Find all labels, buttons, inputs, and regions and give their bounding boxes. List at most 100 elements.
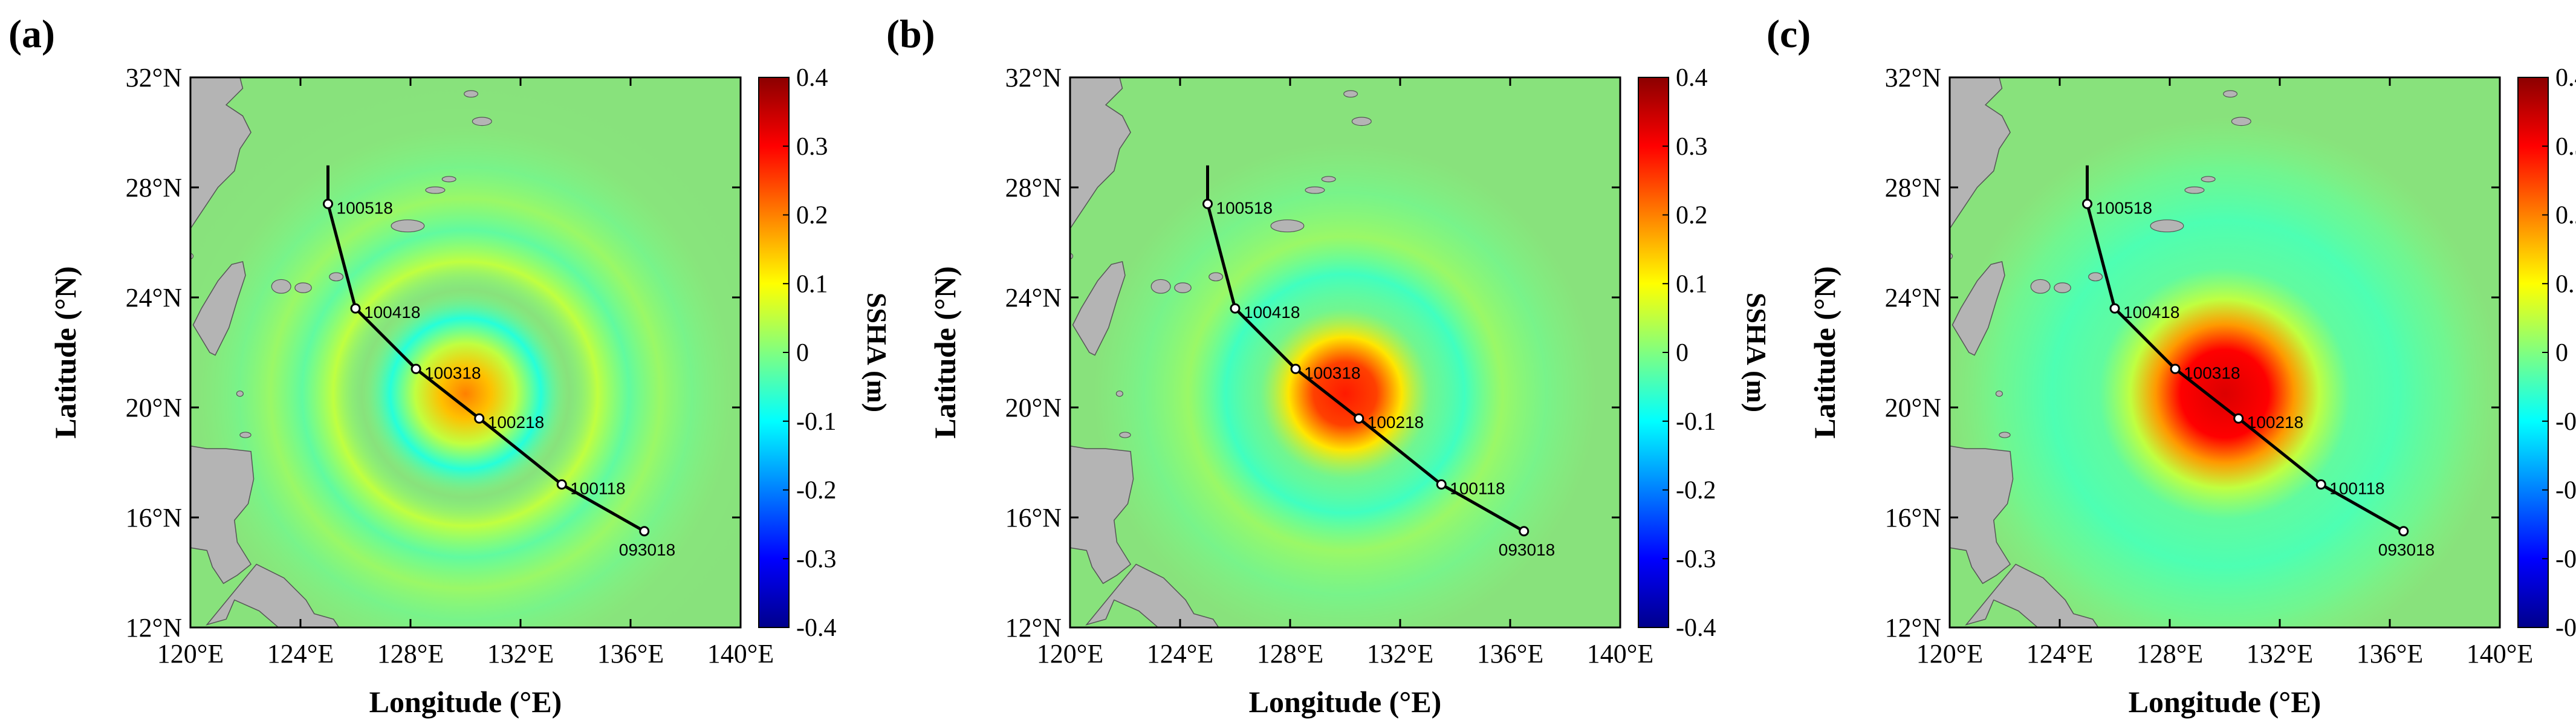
- track-time-label: 100218: [2247, 413, 2303, 432]
- x-tick-label: 124°E: [267, 639, 334, 669]
- y-tick-label: 24°N: [1885, 283, 1941, 313]
- x-tick-label: 120°E: [1037, 639, 1103, 669]
- x-tick-label: 132°E: [2247, 639, 2313, 669]
- track-point: [639, 526, 650, 537]
- ssha-anomaly: [1070, 79, 1620, 627]
- colorbar-tick-label: -0.1: [796, 408, 837, 436]
- colorbar-tick-label: 0.2: [2555, 202, 2576, 230]
- land-island: [2054, 282, 2071, 293]
- colorbar-tick-label: 0.2: [1676, 202, 1708, 230]
- land-visayas: [1085, 563, 1219, 627]
- land-island: [1351, 117, 1372, 126]
- land-island: [1995, 391, 2003, 397]
- y-axis-label: Latitude (°N): [928, 266, 962, 438]
- panel-c: (c)1005181004181003181002181001180930181…: [1767, 12, 2576, 719]
- colorbar-tick-label: 0.1: [796, 270, 828, 298]
- track-time-label: 100418: [364, 303, 420, 322]
- colorbar-tick-label: 0.4: [2555, 64, 2576, 92]
- land-island: [2201, 176, 2216, 183]
- track-point: [2315, 479, 2326, 490]
- track-point: [2170, 363, 2181, 374]
- colorbar-tick-label: 0.4: [1676, 64, 1708, 92]
- x-tick-label: 120°E: [157, 639, 224, 669]
- x-tick-label: 124°E: [1147, 639, 1213, 669]
- land-island: [1174, 282, 1192, 293]
- x-axis-label: Longitude (°E): [2129, 685, 2321, 719]
- y-tick-label: 20°N: [1005, 393, 1062, 423]
- land-island: [2231, 117, 2251, 126]
- land-visayas: [206, 563, 340, 627]
- colorbar-tick-label: -0.2: [796, 477, 837, 505]
- colorbar-tick-label: 0.1: [1676, 270, 1708, 298]
- map-frame: [1069, 76, 1621, 629]
- track-time-label: 100218: [1367, 413, 1424, 432]
- colorbar-tick-label: 0.3: [2555, 133, 2576, 161]
- y-tick-label: 28°N: [1005, 173, 1062, 203]
- x-tick-label: 140°E: [707, 639, 774, 669]
- colorbar-tick-label: 0: [1676, 339, 1689, 367]
- land-luzon: [1950, 445, 2014, 585]
- track-point: [2233, 413, 2244, 424]
- land-island: [1305, 186, 1325, 194]
- land-island: [1999, 432, 2011, 438]
- x-tick-label: 128°E: [377, 639, 444, 669]
- land-island: [294, 282, 312, 293]
- colorbar-tick-label: 0.2: [796, 202, 828, 230]
- track-point: [556, 479, 567, 490]
- track-point: [2109, 303, 2120, 314]
- track-time-label: 100418: [2123, 303, 2179, 322]
- land-island: [2088, 272, 2103, 282]
- track-time-label: 100118: [1450, 479, 1505, 498]
- y-tick-label: 24°N: [126, 283, 182, 313]
- land-island: [1119, 432, 1131, 438]
- land-island: [239, 432, 251, 438]
- map-frame: [1948, 76, 2501, 629]
- track-time-label: 093018: [619, 540, 675, 559]
- track-point: [350, 303, 361, 314]
- x-axis-label: Longitude (°E): [1249, 685, 1442, 719]
- land-island: [1150, 279, 1171, 294]
- track-time-label: 100518: [337, 198, 393, 217]
- colorbar-tick-label: -0.1: [1676, 408, 1716, 436]
- colorbar-tick-label: 0: [796, 339, 809, 367]
- colorbar-label: SSHA (m): [861, 293, 892, 412]
- y-tick-label: 16°N: [126, 503, 182, 533]
- x-tick-label: 128°E: [1257, 639, 1323, 669]
- track-point: [1436, 479, 1447, 490]
- track-point: [1202, 198, 1213, 209]
- x-tick-label: 136°E: [1477, 639, 1543, 669]
- y-tick-label: 12°N: [1885, 613, 1941, 643]
- colorbar-tick-label: -0.4: [2555, 614, 2576, 642]
- land-island: [2150, 219, 2184, 233]
- y-tick-label: 16°N: [1885, 503, 1941, 533]
- x-tick-label: 132°E: [1367, 639, 1433, 669]
- colorbar-tick-label: -0.1: [2555, 408, 2576, 436]
- colorbar-tick-label: 0.3: [1676, 133, 1708, 161]
- track-point: [323, 198, 333, 209]
- x-tick-label: 136°E: [2357, 639, 2423, 669]
- y-tick-label: 28°N: [1885, 173, 1941, 203]
- colorbar-tick-label: -0.4: [796, 614, 837, 642]
- land-china: [1950, 77, 2011, 230]
- colorbar-tick-label: 0.3: [796, 133, 828, 161]
- track-point: [1290, 363, 1301, 374]
- land-island: [1209, 272, 1224, 282]
- land-visayas: [1965, 563, 2099, 627]
- track-time-label: 093018: [1499, 540, 1555, 559]
- land-taiwan: [1951, 261, 2005, 356]
- land-island: [2030, 279, 2051, 294]
- ssha-map: 100518 100418 100318 100218 100118 093018: [1950, 77, 2500, 627]
- colorbar-tick-label: -0.4: [1676, 614, 1716, 642]
- land-china: [1070, 77, 1131, 230]
- track-point: [2398, 526, 2409, 537]
- colorbar-tick-label: 0: [2555, 339, 2568, 367]
- track-time-label: 100118: [2329, 479, 2384, 498]
- panel-label: (a): [8, 12, 55, 56]
- panel-a: (a)1005181004181003181002181001180930181…: [8, 12, 892, 719]
- y-tick-label: 32°N: [1005, 63, 1062, 92]
- track-time-label: 100218: [488, 413, 544, 432]
- track-point: [410, 363, 421, 374]
- land-china: [190, 77, 251, 230]
- y-axis-label: Latitude (°N): [48, 266, 82, 438]
